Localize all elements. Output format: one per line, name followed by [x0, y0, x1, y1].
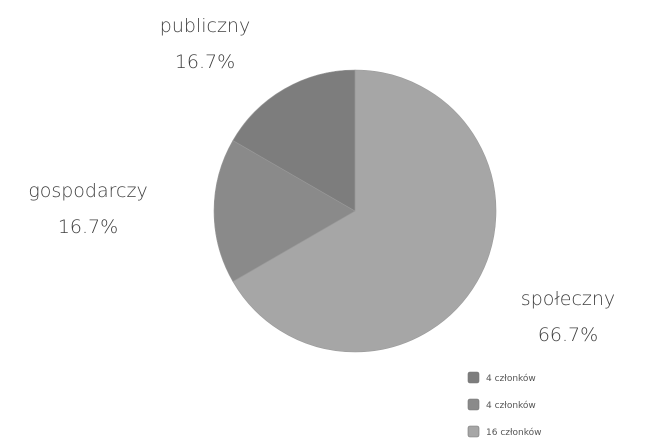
legend-swatch-publiczny: [467, 371, 480, 384]
legend-swatch-społeczny: [467, 425, 480, 438]
slice-label-publiczny: publiczny: [160, 15, 250, 37]
slice-label-społeczny: społeczny: [521, 288, 615, 310]
legend-swatch-gospodarczy: [467, 398, 480, 411]
legend-label-publiczny: 4 członków: [486, 373, 536, 384]
slice-labels: publiczny 16.7% gospodarczy 16.7% społeczny 6…: [28, 15, 615, 346]
pie-slice-gospodarczy: [213, 140, 356, 282]
pie-slice-publiczny: [232, 69, 356, 212]
legend-label-społeczny: 16 członków: [486, 427, 542, 438]
slice-label-gospodarczy: gospodarczy: [28, 180, 147, 202]
slice-percent-gospodarczy: 16.7%: [58, 216, 118, 238]
pie-slices: [213, 69, 497, 353]
slice-percent-społeczny: 66.7%: [538, 324, 598, 346]
legend: 4 członków 4 członków 16 członków: [467, 371, 542, 438]
pie-slice-społeczny: [232, 69, 497, 353]
slice-percent-publiczny: 16.7%: [175, 51, 235, 73]
legend-label-gospodarczy: 4 członków: [486, 400, 536, 411]
